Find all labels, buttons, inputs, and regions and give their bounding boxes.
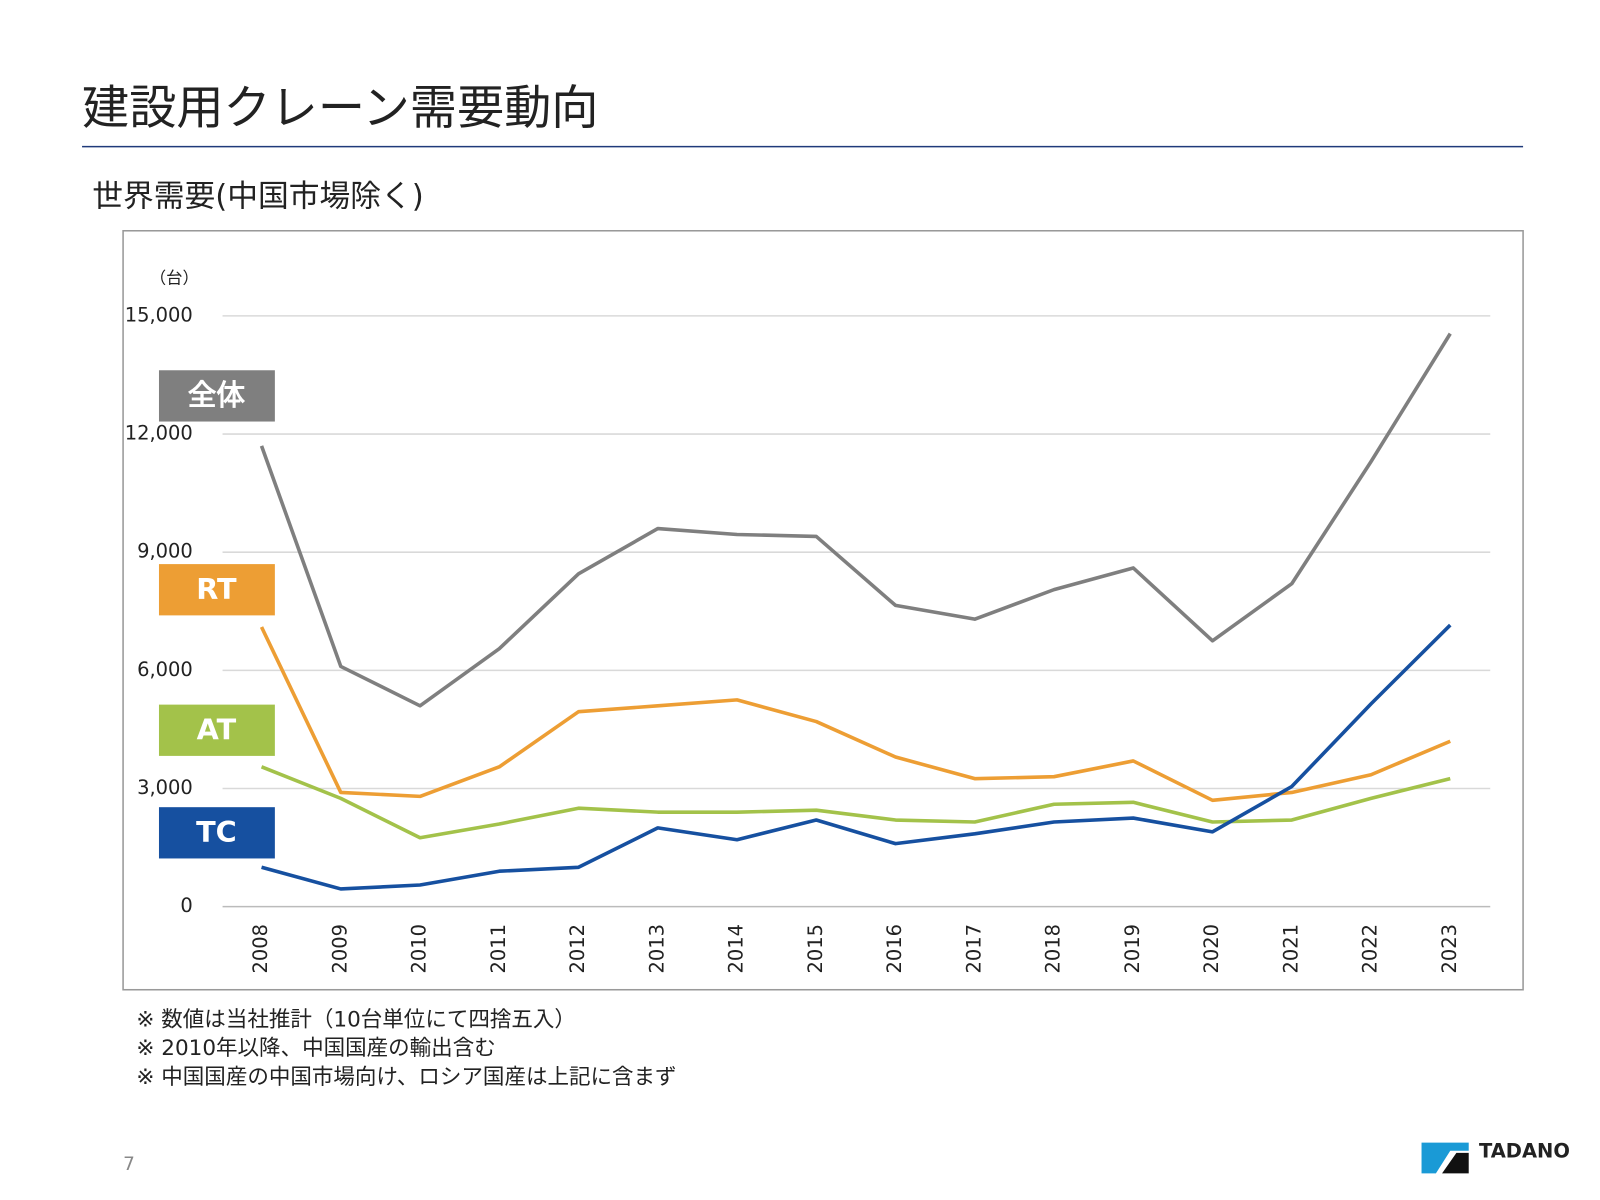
- x-tick-label: 2011: [487, 924, 510, 974]
- legend-label: AT: [197, 712, 237, 746]
- x-tick-label: 2015: [804, 924, 827, 974]
- y-axis-unit: （台）: [150, 268, 199, 287]
- x-tick-label: 2012: [566, 924, 589, 974]
- x-tick-label: 2014: [725, 924, 748, 974]
- y-tick-label: 15,000: [125, 303, 193, 326]
- series-line: [259, 626, 1451, 803]
- x-tick-label: 2009: [328, 924, 351, 974]
- y-tick-label: 9,000: [137, 540, 193, 563]
- legend-label: TC: [196, 815, 237, 849]
- y-tick-label: 0: [180, 894, 192, 917]
- x-tick-label: 2010: [408, 924, 431, 974]
- series-line: [259, 332, 1452, 708]
- x-tick-label: 2022: [1359, 924, 1382, 974]
- legend-box: [158, 564, 275, 616]
- x-tick-label: 2020: [1200, 924, 1223, 974]
- legend-label: 全体: [188, 378, 246, 412]
- x-tick-label: 2017: [962, 924, 985, 974]
- slide-title: 建設用クレーン需要動向: [82, 81, 598, 136]
- series-line: [261, 623, 1452, 891]
- legend-box: [158, 704, 275, 756]
- x-tick-label: 2008: [249, 924, 272, 974]
- chart-frame: [122, 229, 1524, 991]
- x-tick-label: 2018: [1042, 924, 1065, 974]
- legend-label: RT: [196, 572, 237, 606]
- series-line: [260, 765, 1451, 840]
- legend-box: [158, 807, 275, 859]
- x-tick-label: 2016: [883, 924, 906, 974]
- page-number: 7: [123, 1154, 135, 1175]
- x-tick-label: 2023: [1438, 924, 1461, 974]
- legend-box: [158, 370, 275, 422]
- x-tick-label: 2019: [1121, 924, 1144, 974]
- logo-mark: [1421, 1142, 1469, 1174]
- y-tick-label: 3,000: [137, 776, 193, 799]
- y-tick-label: 12,000: [125, 422, 193, 445]
- y-tick-label: 6,000: [137, 658, 193, 681]
- note: ※ 2010年以降、中国国産の輸出含む: [136, 1036, 495, 1061]
- logo-text: TADANO: [1479, 1139, 1570, 1162]
- chart-title: 世界需要(中国市場除く): [92, 178, 423, 214]
- note: ※ 数値は当社推計（10台単位にて四捨五入）: [136, 1008, 576, 1033]
- plot: 0 3,000 6,000 9,000 12,000 15,000 2008 2009 2010…: [125, 303, 1491, 973]
- x-tick-label: 2021: [1279, 924, 1302, 974]
- note: ※ 中国国産の中国市場向け、ロシア国産は上記に含まず: [136, 1065, 676, 1090]
- x-tick-label: 2013: [645, 924, 668, 974]
